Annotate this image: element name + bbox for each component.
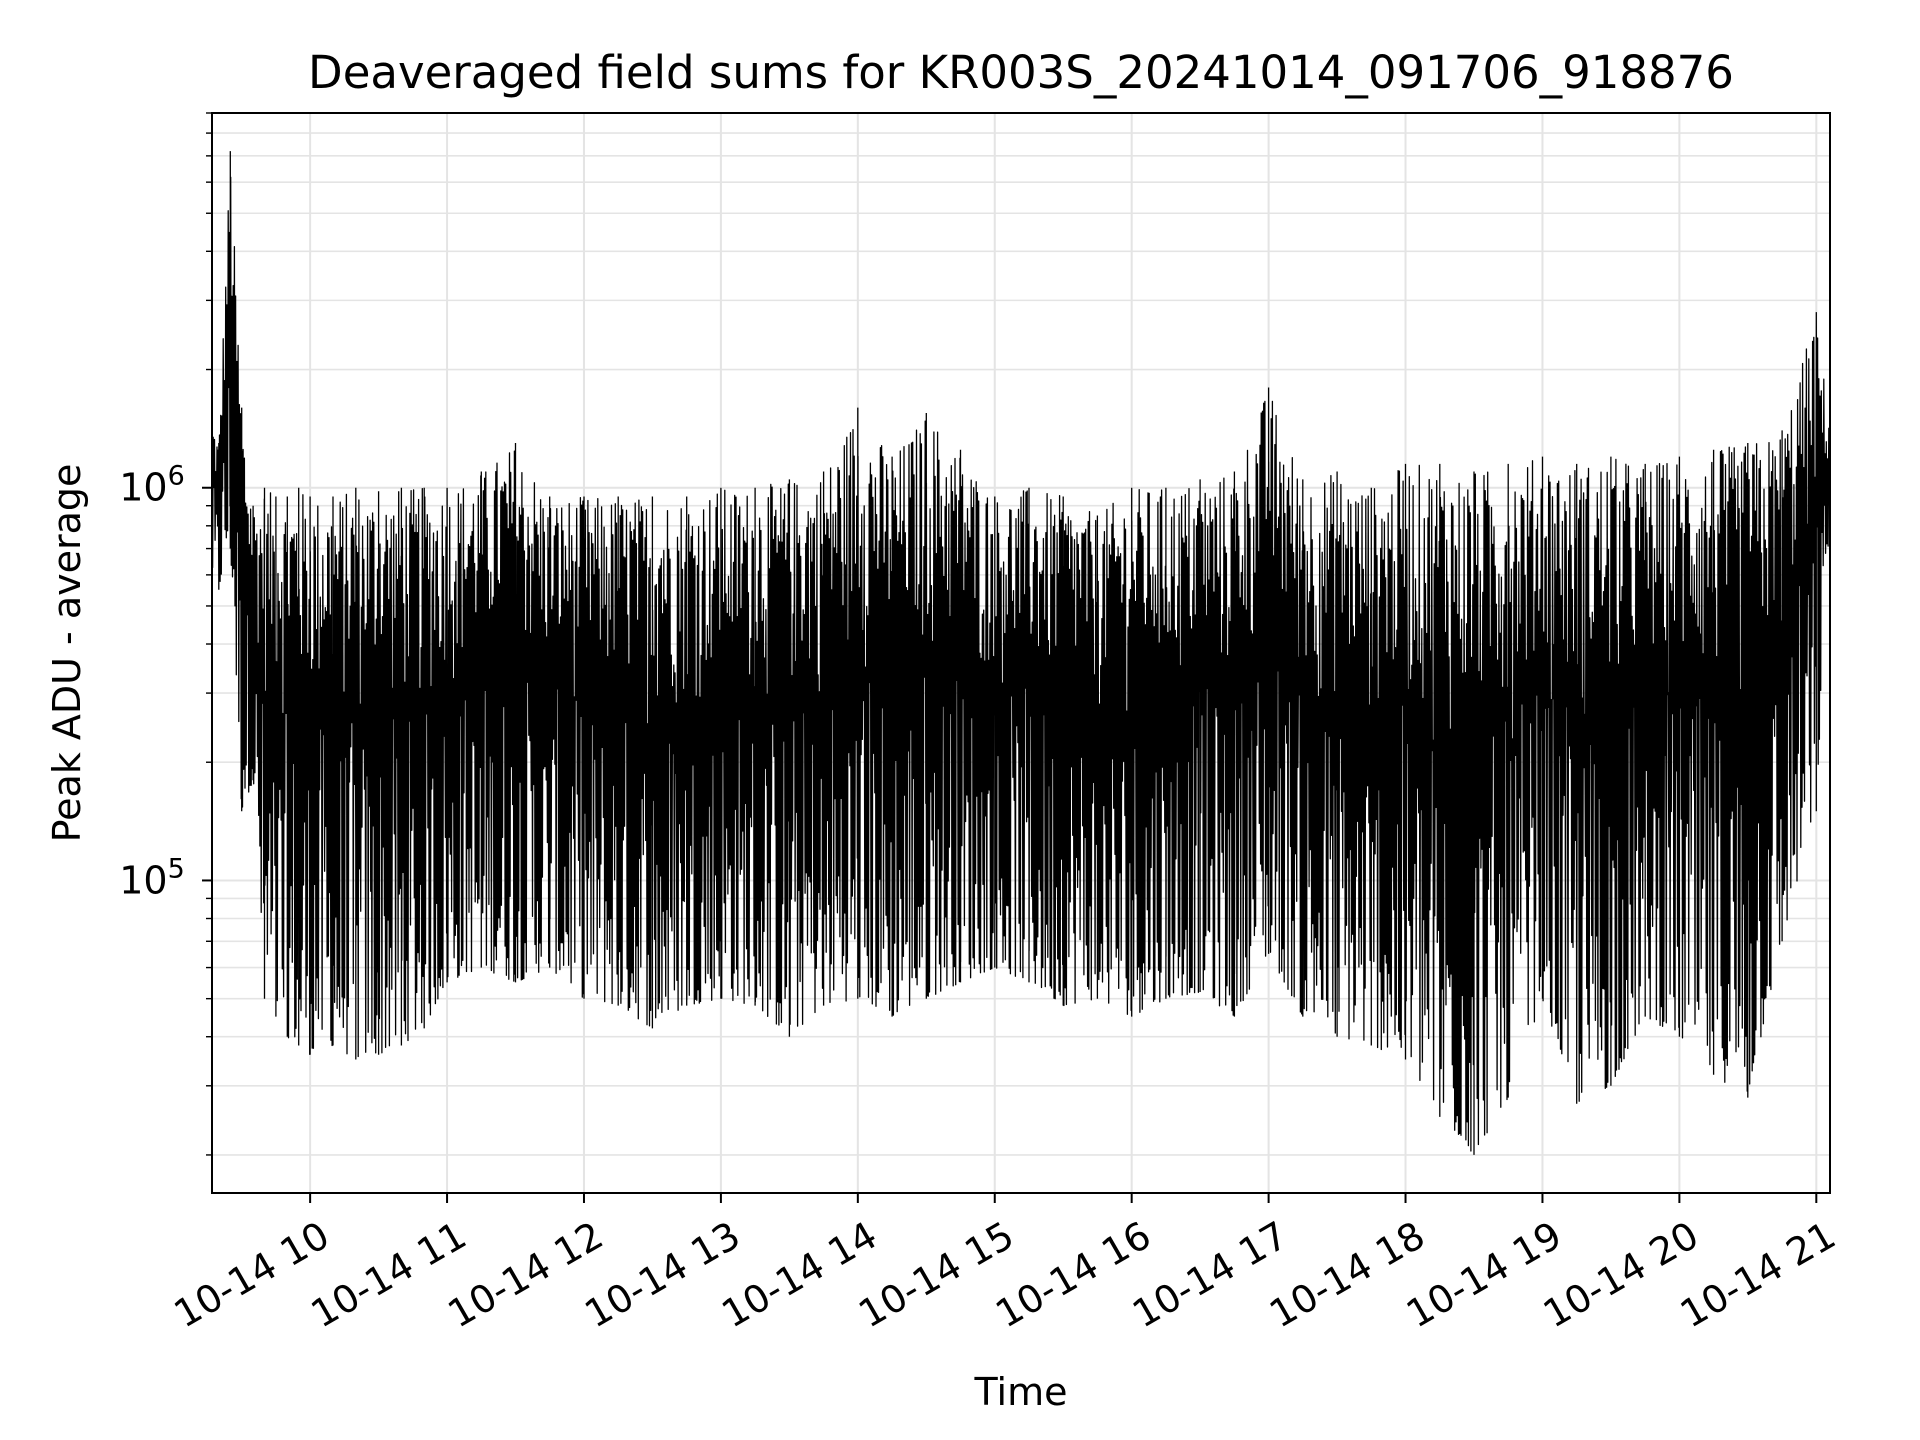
y-tick-label-base: 10 xyxy=(119,858,167,902)
y-tick-label-base: 10 xyxy=(119,466,167,510)
y-tick-label: 105 xyxy=(119,853,185,902)
data-line xyxy=(211,151,1831,1155)
y-axis-label: Peak ADU - average xyxy=(45,464,89,843)
x-axis-label: Time xyxy=(974,1370,1068,1414)
data-series xyxy=(211,151,1831,1155)
y-tick-label-exponent: 6 xyxy=(168,461,185,492)
y-tick-label: 106 xyxy=(119,461,185,510)
y-tick-label-exponent: 5 xyxy=(168,853,185,884)
plot-frame xyxy=(211,112,1831,1194)
chart-title: Deaveraged field sums for KR003S_2024101… xyxy=(308,46,1734,99)
